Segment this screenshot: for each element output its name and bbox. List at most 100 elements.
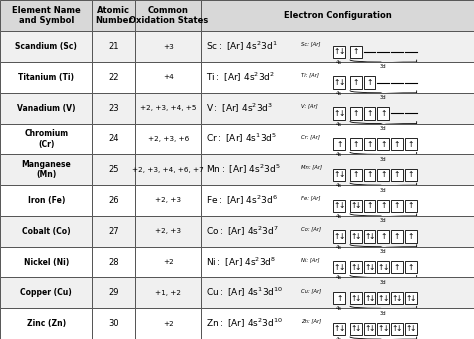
Bar — [391, 230, 403, 243]
Text: Zinc (Zn): Zinc (Zn) — [27, 319, 66, 328]
Text: 21: 21 — [109, 42, 119, 51]
Text: 4s: 4s — [336, 214, 342, 219]
Text: ↑: ↑ — [394, 263, 400, 272]
Bar — [350, 169, 362, 181]
Text: Electron Configuration: Electron Configuration — [284, 11, 392, 20]
Text: Mn: [Ar]: Mn: [Ar] — [301, 165, 322, 170]
Text: +3: +3 — [163, 44, 173, 49]
Bar — [377, 107, 389, 120]
Bar — [405, 169, 417, 181]
Text: 22: 22 — [109, 73, 119, 82]
Bar — [364, 76, 375, 89]
Text: ↓: ↓ — [338, 324, 345, 333]
Bar — [201, 308, 474, 339]
Text: ↑: ↑ — [394, 232, 400, 241]
Text: 27: 27 — [109, 227, 119, 236]
Text: ↑: ↑ — [336, 294, 342, 303]
Bar — [364, 261, 375, 274]
Bar — [377, 200, 389, 212]
Text: +2, +3, +6: +2, +3, +6 — [147, 136, 189, 142]
Text: 3d: 3d — [380, 157, 386, 162]
Bar — [333, 200, 345, 212]
Text: ↑: ↑ — [364, 263, 371, 272]
Bar — [0, 154, 92, 185]
Bar — [405, 230, 417, 243]
Bar — [92, 216, 135, 247]
Bar — [92, 247, 135, 277]
Text: $\mathrm{Zn:\ [Ar]\ 4s}^{2}\mathrm{3d}^{10}$: $\mathrm{Zn:\ [Ar]\ 4s}^{2}\mathrm{3d}^{… — [206, 317, 283, 330]
Text: $\mathrm{Sc:\ [Ar]\ 4s}^{2}\mathrm{3d}^{1}$: $\mathrm{Sc:\ [Ar]\ 4s}^{2}\mathrm{3d}^{… — [206, 40, 278, 53]
Text: ↑: ↑ — [366, 140, 373, 149]
Text: +2: +2 — [163, 259, 173, 265]
Bar — [333, 230, 345, 243]
Bar — [92, 62, 135, 93]
Bar — [135, 308, 201, 339]
Bar — [92, 93, 135, 123]
Text: Copper (Cu): Copper (Cu) — [20, 288, 72, 297]
Text: 4s: 4s — [336, 276, 342, 280]
Bar — [0, 123, 92, 154]
Text: ↑: ↑ — [366, 201, 373, 210]
Bar — [350, 292, 362, 304]
Text: V: [Ar]: V: [Ar] — [301, 103, 318, 108]
Text: 4s: 4s — [336, 306, 342, 311]
Bar — [135, 154, 201, 185]
Text: 26: 26 — [109, 196, 119, 205]
Text: ↑: ↑ — [380, 171, 386, 179]
Text: 4s: 4s — [336, 91, 342, 96]
Bar — [391, 169, 403, 181]
Bar — [364, 107, 375, 120]
Text: ↑: ↑ — [380, 232, 386, 241]
Text: Atomic
Number: Atomic Number — [95, 6, 133, 25]
Text: ↓: ↓ — [410, 324, 416, 333]
Text: ↑: ↑ — [364, 232, 371, 241]
Text: ↓: ↓ — [382, 324, 389, 333]
Text: 3d: 3d — [380, 126, 386, 131]
Text: 4s: 4s — [336, 245, 342, 250]
Text: ↑: ↑ — [353, 109, 359, 118]
Text: Scandium (Sc): Scandium (Sc) — [15, 42, 77, 51]
Bar — [92, 0, 135, 31]
Text: ↑: ↑ — [408, 201, 414, 210]
Text: Fe: [Ar]: Fe: [Ar] — [301, 196, 320, 201]
Text: ↑: ↑ — [353, 78, 359, 87]
Text: $\mathrm{Cr:\ [Ar]\ 4s}^{1}\mathrm{3d}^{5}$: $\mathrm{Cr:\ [Ar]\ 4s}^{1}\mathrm{3d}^{… — [206, 132, 277, 145]
Bar — [92, 277, 135, 308]
Text: $\mathrm{Mn:\ [Ar]\ 4s}^{2}\mathrm{3d}^{5}$: $\mathrm{Mn:\ [Ar]\ 4s}^{2}\mathrm{3d}^{… — [206, 163, 281, 176]
Text: ↑: ↑ — [408, 263, 414, 272]
Text: ↓: ↓ — [338, 109, 345, 118]
Bar — [364, 169, 375, 181]
Text: ↓: ↓ — [368, 324, 375, 333]
Text: +2, +3, +4, +6, +7: +2, +3, +4, +6, +7 — [132, 167, 204, 173]
Text: 3d: 3d — [380, 280, 386, 285]
Text: ↓: ↓ — [355, 263, 361, 272]
Text: 4s: 4s — [336, 152, 342, 157]
Bar — [333, 107, 345, 120]
Text: Manganese
(Mn): Manganese (Mn) — [21, 160, 71, 179]
Text: 4s: 4s — [336, 337, 342, 339]
Text: +2, +3: +2, +3 — [155, 228, 181, 234]
Text: ↑: ↑ — [353, 171, 359, 179]
Bar — [391, 323, 403, 335]
Bar — [135, 185, 201, 216]
Text: Zn: [Ar]: Zn: [Ar] — [301, 319, 321, 324]
Bar — [377, 169, 389, 181]
Text: ↑: ↑ — [334, 201, 340, 210]
Text: Ni: [Ar]: Ni: [Ar] — [301, 257, 319, 262]
Text: ↑: ↑ — [405, 324, 412, 333]
Text: ↑: ↑ — [350, 201, 357, 210]
Text: ↑: ↑ — [364, 294, 371, 303]
Text: ↓: ↓ — [368, 294, 375, 303]
Text: ↑: ↑ — [394, 201, 400, 210]
Text: ↑: ↑ — [334, 78, 340, 87]
Text: Ti: [Ar]: Ti: [Ar] — [301, 73, 319, 77]
Bar — [92, 123, 135, 154]
Text: Sc: [Ar]: Sc: [Ar] — [301, 42, 320, 47]
Bar — [201, 93, 474, 123]
Bar — [364, 292, 375, 304]
Bar — [201, 154, 474, 185]
Text: ↓: ↓ — [396, 294, 402, 303]
Bar — [0, 93, 92, 123]
Bar — [405, 138, 417, 150]
Bar — [350, 76, 362, 89]
